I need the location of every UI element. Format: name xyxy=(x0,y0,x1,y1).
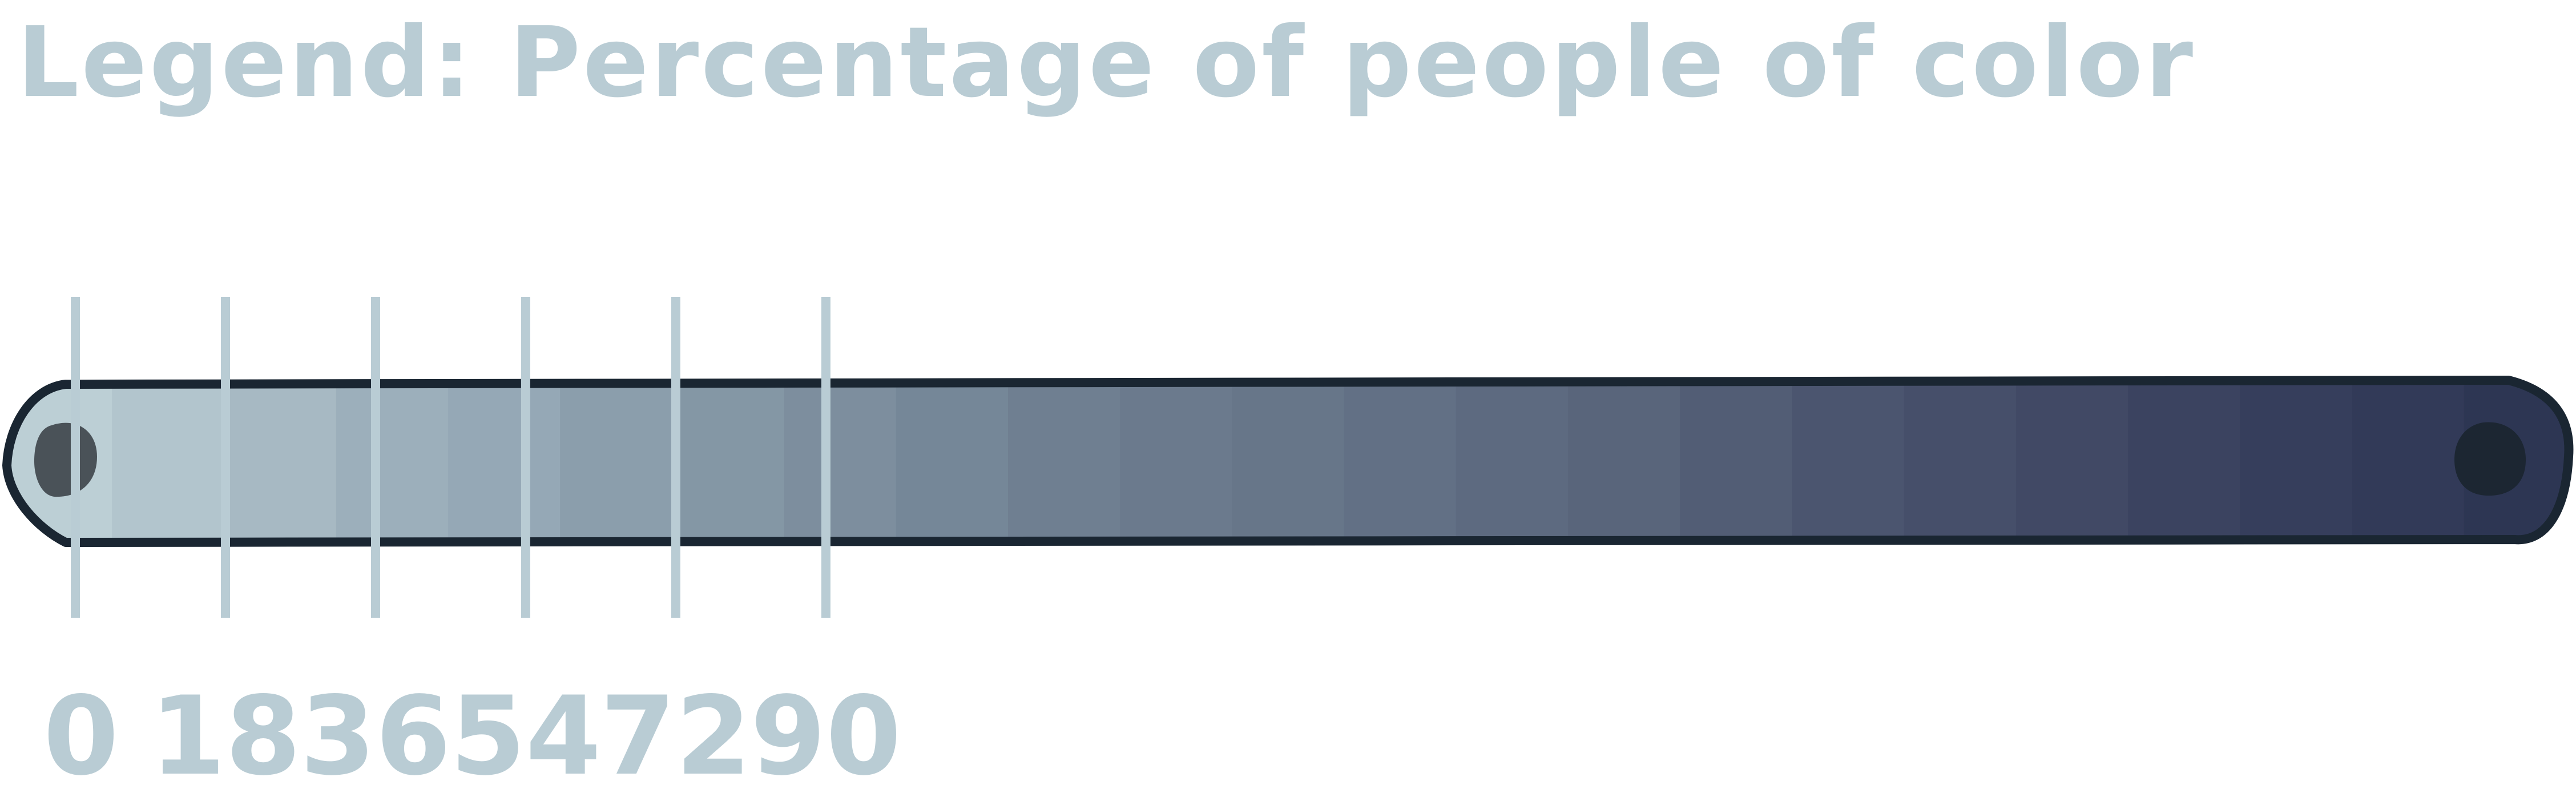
gradient-segment xyxy=(1680,380,1793,542)
tick-label: 36 xyxy=(300,673,451,799)
tick-label: 90 xyxy=(751,673,901,799)
gradient-segment xyxy=(1568,380,1681,542)
gradient-segment xyxy=(560,380,673,542)
tick-line xyxy=(221,297,230,618)
gradient-segment xyxy=(896,380,1009,542)
gradient-segment xyxy=(2352,380,2465,542)
gradient-segment xyxy=(224,380,337,542)
gradient-segment xyxy=(672,380,785,542)
tick-line xyxy=(521,297,530,618)
tick-label: 72 xyxy=(600,673,751,799)
start-marker-dot xyxy=(34,422,97,497)
gradient-segment xyxy=(1120,380,1233,542)
gradient-segment xyxy=(448,380,561,542)
tick-label: 54 xyxy=(450,673,601,799)
gradient-segment xyxy=(2015,380,2129,542)
gradient-segment xyxy=(1792,380,1905,542)
tick-label: 18 xyxy=(150,673,301,799)
gradient-segment xyxy=(1456,380,1569,542)
colorbar-outline xyxy=(2,376,2574,547)
gradient-segment xyxy=(1232,380,1345,542)
end-marker-dot xyxy=(2454,422,2526,496)
gradient-segment xyxy=(112,380,225,542)
gradient-segment xyxy=(1008,380,1121,542)
tick-label: 0 xyxy=(43,673,119,799)
tick-lines xyxy=(71,297,831,618)
gradient-segment xyxy=(784,380,897,542)
gradient-segment xyxy=(2240,380,2353,542)
tick-line xyxy=(371,297,380,618)
gradient-segment xyxy=(1344,380,1457,542)
tick-line xyxy=(821,297,831,618)
gradient-segment xyxy=(336,380,449,542)
legend-title: Legend: Percentage of people of color xyxy=(17,6,2196,119)
gradient-segment xyxy=(1904,380,2017,542)
gradient-segment xyxy=(2128,380,2241,542)
tick-line xyxy=(71,297,80,618)
gradient-segments xyxy=(7,380,2569,542)
tick-line xyxy=(671,297,680,618)
